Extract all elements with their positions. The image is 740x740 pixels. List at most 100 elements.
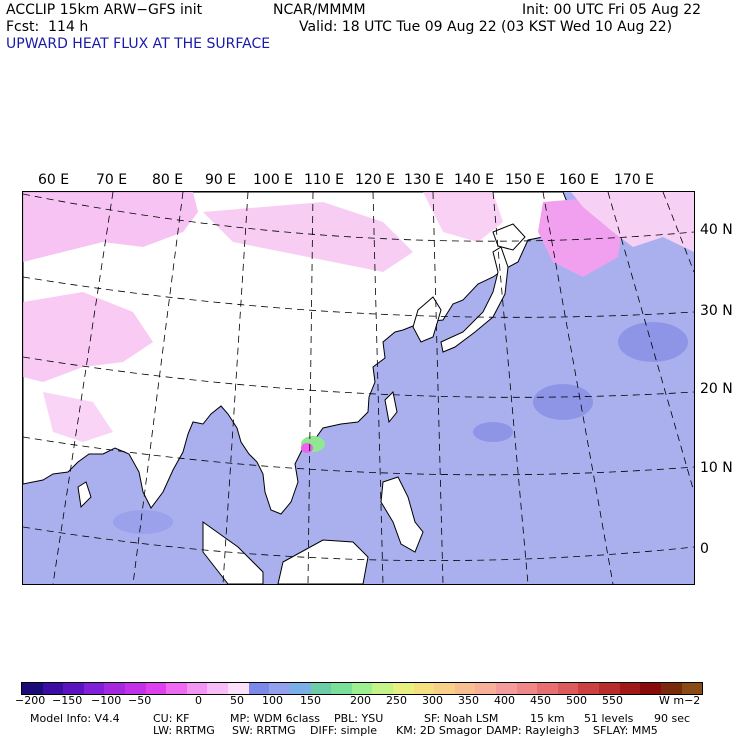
pink-ocean-flux bbox=[571, 192, 694, 252]
colorbar-swatch bbox=[372, 683, 393, 694]
meridian bbox=[222, 192, 249, 584]
pink-flux-region bbox=[423, 192, 503, 242]
timestep: 90 sec bbox=[654, 712, 691, 725]
diff-scheme: DIFF: simple bbox=[310, 724, 378, 737]
colorbar-unit: W m−2 bbox=[659, 694, 701, 707]
pink-flux-region bbox=[203, 202, 413, 272]
colorbar-swatch bbox=[496, 683, 517, 694]
colorbar-swatch bbox=[269, 683, 290, 694]
land-mass bbox=[23, 192, 572, 515]
colorbar-swatch bbox=[289, 683, 311, 694]
meridian bbox=[307, 192, 314, 584]
colorbar-swatch bbox=[310, 683, 332, 694]
colorbar-label: −200 bbox=[15, 694, 46, 707]
ocean-patch bbox=[618, 322, 688, 362]
meridian bbox=[432, 192, 444, 584]
colorbar-label: 500 bbox=[566, 694, 587, 707]
colorbar-swatch bbox=[166, 683, 187, 694]
damp-scheme: DAMP: Rayleigh3 bbox=[486, 724, 580, 737]
lon-label: 80 E bbox=[152, 172, 184, 188]
colorbar-label: 100 bbox=[262, 694, 283, 707]
colorbar-label: 250 bbox=[386, 694, 407, 707]
meridian bbox=[132, 192, 184, 584]
colorbar-swatch bbox=[516, 683, 538, 694]
colorbar-swatch bbox=[578, 683, 600, 694]
meridian bbox=[372, 192, 384, 584]
forecast-hour: Fcst: 114 h bbox=[6, 19, 89, 35]
parallel-10n bbox=[23, 436, 694, 476]
colorbar-swatch bbox=[413, 683, 435, 694]
colorbar-swatch bbox=[681, 683, 703, 694]
lon-label: 170 E bbox=[614, 172, 655, 188]
colorbar-label: 200 bbox=[350, 694, 371, 707]
colorbar-label: 50 bbox=[230, 694, 244, 707]
colorbar-swatch bbox=[392, 683, 414, 694]
lon-label: 150 E bbox=[505, 172, 546, 188]
colorbar-swatch bbox=[475, 683, 497, 694]
colorbar-label: −100 bbox=[91, 694, 122, 707]
lon-label: 160 E bbox=[559, 172, 600, 188]
parallel-40n bbox=[23, 193, 694, 242]
colorbar-swatch bbox=[228, 683, 249, 694]
grid-res: 15 km bbox=[530, 712, 565, 725]
colorbar-label: 550 bbox=[602, 694, 623, 707]
colorbar-swatch bbox=[599, 683, 620, 694]
colorbar-swatch bbox=[145, 683, 167, 694]
pbl-scheme: PBL: YSU bbox=[334, 712, 384, 725]
parallel-30n bbox=[23, 276, 694, 318]
ocean-patch bbox=[113, 510, 173, 534]
meridian bbox=[662, 192, 694, 273]
sri-lanka bbox=[77, 481, 92, 509]
colorbar-swatch bbox=[186, 683, 208, 694]
colorbar-label: 450 bbox=[530, 694, 551, 707]
sf-scheme: SF: Noah LSM bbox=[424, 712, 499, 725]
lon-label: 120 E bbox=[355, 172, 396, 188]
colorbar-label: 350 bbox=[458, 694, 479, 707]
colorbar-swatch bbox=[351, 683, 373, 694]
colorbar-swatch bbox=[83, 683, 105, 694]
sumatra bbox=[202, 521, 264, 584]
lat-label: 30 N bbox=[700, 303, 733, 319]
pink-flux-region bbox=[23, 292, 153, 382]
ocean-patch bbox=[533, 384, 593, 420]
colorbar-swatch bbox=[104, 683, 126, 694]
model-title: ACCLIP 15km ARW−GFS init bbox=[6, 2, 203, 18]
colorbar-label: −50 bbox=[128, 694, 152, 707]
colorbar-swatch bbox=[42, 683, 64, 694]
lat-label: 10 N bbox=[700, 460, 733, 476]
korea bbox=[412, 296, 442, 343]
colorbar-swatch bbox=[619, 683, 641, 694]
colorbar-label: 0 bbox=[195, 694, 202, 707]
colorbar-swatch bbox=[434, 683, 455, 694]
ocean-patch bbox=[473, 422, 513, 442]
parallel-0 bbox=[23, 526, 694, 562]
colorbar-swatch bbox=[207, 683, 229, 694]
lon-label: 110 E bbox=[304, 172, 345, 188]
meridian bbox=[607, 192, 694, 493]
sw-scheme: SW: RRTMG bbox=[232, 724, 296, 737]
colorbar-swatch bbox=[537, 683, 558, 694]
typhoon-flux bbox=[301, 443, 313, 453]
lat-label: 40 N bbox=[700, 222, 733, 238]
lon-label: 90 E bbox=[205, 172, 237, 188]
lon-label: 130 E bbox=[404, 172, 445, 188]
colorbar-swatch bbox=[557, 683, 579, 694]
init-time: Init: 00 UTC Fri 05 Aug 22 bbox=[522, 2, 702, 18]
colorbar-swatch bbox=[22, 683, 43, 694]
colorbar-label: 150 bbox=[300, 694, 321, 707]
lon-label: 140 E bbox=[454, 172, 495, 188]
colorbar-swatch bbox=[248, 683, 270, 694]
borneo bbox=[277, 539, 369, 584]
mp-scheme: MP: WDM 6class bbox=[230, 712, 320, 725]
colorbar-label: 300 bbox=[422, 694, 443, 707]
japan bbox=[440, 246, 509, 353]
pink-flux-region bbox=[43, 392, 113, 442]
org-label: NCAR/MMMM bbox=[273, 2, 366, 18]
colorbar-label: −150 bbox=[52, 694, 83, 707]
colorbar-swatch bbox=[331, 683, 352, 694]
valid-time: Valid: 18 UTC Tue 09 Aug 22 (03 KST Wed … bbox=[299, 19, 673, 35]
model-version: Model Info: V4.4 bbox=[30, 712, 120, 725]
colorbar-label: 400 bbox=[494, 694, 515, 707]
hokkaido bbox=[492, 223, 526, 251]
philippines bbox=[380, 476, 424, 553]
